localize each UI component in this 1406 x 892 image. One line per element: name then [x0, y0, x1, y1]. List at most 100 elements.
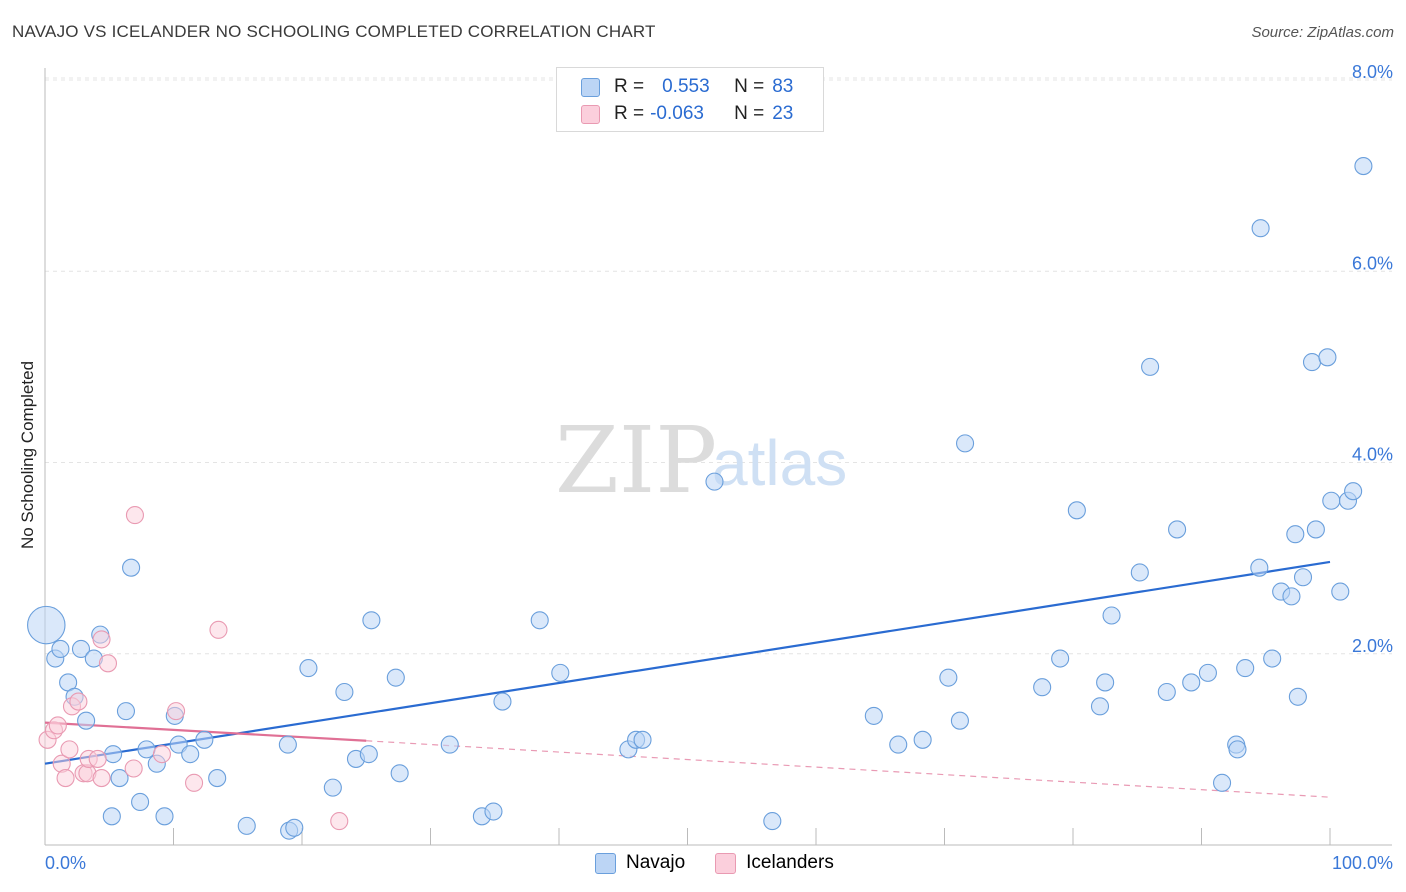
navajo-point [1102, 606, 1121, 625]
navajo-point [950, 711, 969, 730]
n-label: N = [734, 103, 765, 124]
n-value: 23 [772, 103, 794, 124]
legend-label-navajo: Navajo [626, 852, 686, 873]
navajo-point [1168, 520, 1187, 539]
navajo-swatch [595, 852, 616, 874]
navajo-point [551, 663, 570, 682]
icelanders-point [98, 654, 118, 673]
navajo-point [1331, 582, 1350, 601]
navajo-point [864, 706, 883, 725]
navajo-point [71, 639, 91, 659]
legend-label-icelanders: Icelanders [746, 852, 834, 873]
navajo-point [1293, 568, 1313, 587]
navajo-point [1182, 673, 1201, 692]
navajo-point [889, 735, 908, 754]
icelanders-point [125, 506, 144, 525]
icelanders-point [124, 759, 143, 778]
navajo-point [362, 611, 381, 630]
x-tick-label: 100.0% [1332, 853, 1393, 873]
navajo-point [1096, 673, 1115, 692]
navajo-point [131, 792, 150, 812]
icelanders-point [209, 620, 228, 639]
navajo-point [155, 807, 174, 826]
navajo-point [956, 434, 975, 453]
icelanders-point [330, 812, 349, 831]
navajo-point [110, 769, 129, 788]
legend-row-navajo: R = 0.553 N = 83 [581, 75, 793, 99]
icelanders-point [92, 630, 111, 649]
watermark-atlas: atlas [712, 427, 847, 499]
navajo-point [1306, 520, 1325, 539]
navajo-point [359, 745, 378, 764]
icelanders-point [69, 692, 88, 711]
icelanders-point [56, 769, 75, 788]
icelanders-point [60, 740, 79, 759]
navajo-point [1213, 773, 1232, 792]
n-label: N = [734, 76, 765, 97]
navajo-point [1236, 659, 1255, 678]
navajo-point [1157, 682, 1176, 702]
navajo-point [335, 682, 354, 702]
navajo-point [1344, 482, 1363, 501]
navajo-point [1198, 663, 1217, 682]
legend-item-navajo[interactable]: Navajo [595, 852, 685, 874]
correlation-legend: R = 0.553 N = 83 R = -0.063 N = 23 [556, 67, 824, 132]
navajo-point [1263, 649, 1282, 668]
navajo-point [1228, 740, 1247, 759]
navajo-point [1302, 353, 1322, 372]
navajo-trend-line [44, 560, 1331, 765]
icelanders-point [92, 769, 111, 788]
navajo-point [705, 472, 724, 491]
legend-row-icelanders: R = -0.063 N = 23 [581, 102, 793, 126]
navajo-point [1282, 587, 1301, 606]
navajo-point [1033, 678, 1052, 697]
r-value: -0.063 [650, 103, 704, 124]
navajo-point [102, 807, 121, 826]
navajo-point [278, 735, 297, 754]
legend-item-icelanders[interactable]: Icelanders [715, 852, 834, 874]
navajo-point [195, 730, 214, 749]
navajo-point [763, 812, 782, 831]
tick-labels: 2.0% 4.0% 6.0% 8.0% 0.0% 100.0% [45, 62, 1393, 873]
navajo-point [913, 730, 932, 749]
source-label: Source: ZipAtlas.com [1251, 24, 1394, 41]
icelanders-swatch [581, 104, 600, 124]
icelanders-point [152, 745, 171, 764]
y-tick-label: 4.0% [1352, 445, 1393, 465]
n-value: 83 [772, 76, 794, 97]
navajo-point [27, 605, 66, 645]
series-legend: Navajo Icelanders [595, 852, 864, 874]
navajo-point [208, 769, 227, 788]
navajo-point [1251, 219, 1270, 238]
icelanders-point [48, 716, 67, 735]
navajo-point [1354, 157, 1373, 176]
navajo-point [484, 802, 503, 821]
navajo-point [104, 745, 123, 764]
y-tick-label: 6.0% [1352, 253, 1393, 273]
icelanders-point [88, 749, 107, 768]
data-points [27, 157, 1373, 840]
icelanders-point [185, 773, 204, 792]
navajo-point [493, 692, 512, 711]
watermark-zip: ZIP [555, 407, 717, 514]
navajo-point [122, 558, 141, 577]
navajo-point [77, 711, 96, 730]
navajo-point [386, 668, 405, 687]
navajo-point [530, 611, 549, 630]
navajo-point [1130, 563, 1149, 582]
navajo-point [390, 764, 409, 783]
navajo-point [323, 778, 342, 797]
navajo-point [1051, 649, 1070, 668]
navajo-point [939, 668, 958, 687]
navajo-point [1141, 357, 1160, 376]
navajo-point [1250, 558, 1269, 577]
navajo-point [1288, 687, 1307, 706]
r-value: 0.553 [662, 76, 710, 97]
r-label: R = [614, 103, 645, 124]
watermark: ZIP atlas [555, 407, 847, 514]
grid-lines [45, 77, 1392, 655]
navajo-point [299, 659, 318, 678]
navajo-point [237, 816, 256, 835]
navajo-point [1067, 501, 1086, 520]
y-tick-label: 8.0% [1352, 62, 1393, 82]
